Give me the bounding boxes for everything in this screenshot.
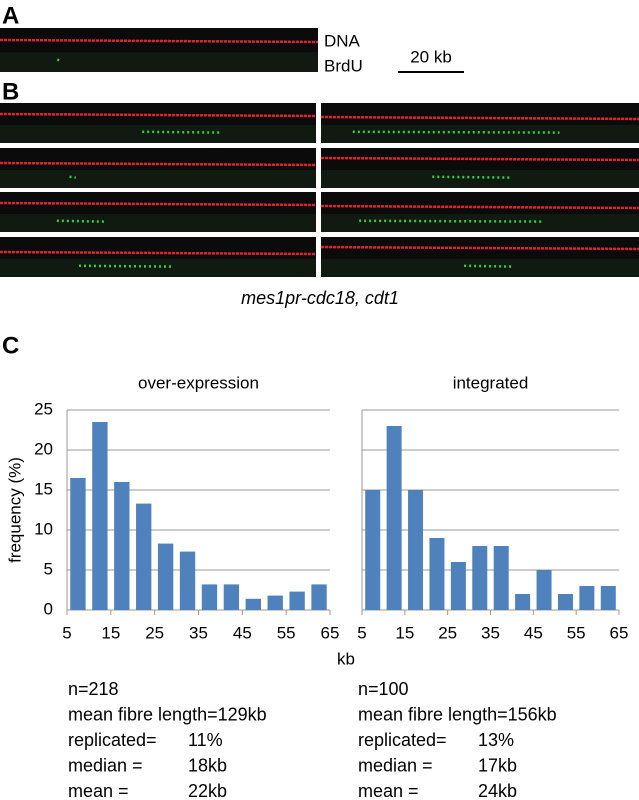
chart-title: integrated bbox=[453, 373, 529, 392]
dna-signal bbox=[0, 161, 317, 167]
brdu-signal bbox=[432, 175, 512, 179]
bar bbox=[408, 490, 424, 610]
stat-text: mean = bbox=[358, 781, 419, 800]
x-tick-label: 15 bbox=[101, 623, 120, 642]
stat-text: 11% bbox=[188, 730, 223, 750]
dna-signal bbox=[0, 250, 317, 256]
x-tick-label: 15 bbox=[395, 623, 414, 642]
bar bbox=[536, 570, 552, 610]
y-tick-label: 10 bbox=[34, 519, 53, 538]
bar bbox=[579, 586, 595, 610]
dna-signal bbox=[320, 204, 639, 210]
x-tick-label: 35 bbox=[481, 623, 500, 642]
dna-signal bbox=[0, 112, 317, 118]
panel-label: C bbox=[2, 332, 19, 359]
stat-text: 22kb bbox=[188, 781, 227, 800]
chart-title: over-expression bbox=[138, 373, 259, 392]
y-tick-label: 20 bbox=[34, 439, 53, 458]
panel-label: A bbox=[2, 2, 19, 29]
bar bbox=[92, 422, 108, 610]
fibre-image-band bbox=[321, 214, 639, 232]
stat-text: n=100 bbox=[358, 679, 409, 699]
stat-text: median = bbox=[68, 755, 143, 775]
dna-signal bbox=[0, 38, 319, 44]
bar bbox=[450, 562, 466, 610]
stat-text: 17kb bbox=[478, 755, 517, 775]
y-tick-label: 25 bbox=[34, 399, 53, 418]
x-tick-label: 55 bbox=[567, 623, 586, 642]
stat-text: median = bbox=[358, 755, 433, 775]
dna-signal bbox=[0, 201, 317, 207]
stat-text: replicated= bbox=[358, 730, 447, 750]
x-tick-label: 25 bbox=[438, 623, 457, 642]
bar bbox=[515, 594, 531, 610]
x-tick-label: 25 bbox=[145, 623, 164, 642]
brdu-signal bbox=[78, 264, 174, 268]
caption: mes1pr-cdc18, cdt1 bbox=[241, 288, 399, 308]
brdu-label: BrdU bbox=[324, 56, 363, 75]
panel-label: B bbox=[2, 78, 19, 105]
dna-signal bbox=[320, 115, 639, 121]
stat-text: mean fibre length=156kb bbox=[358, 704, 557, 724]
dna-signal bbox=[320, 245, 639, 251]
bar bbox=[429, 538, 445, 610]
fibre-image-band bbox=[0, 170, 316, 188]
stat-text: 18kb bbox=[188, 755, 227, 775]
bar bbox=[179, 551, 196, 610]
fibre-image-band bbox=[321, 170, 639, 188]
fibre-image-band bbox=[0, 52, 318, 72]
bar bbox=[289, 591, 305, 610]
bar bbox=[311, 584, 327, 610]
fibre-image-band bbox=[321, 259, 639, 277]
bar bbox=[245, 598, 261, 610]
x-axis-label: kb bbox=[337, 649, 355, 668]
stat-text: mean = bbox=[68, 781, 129, 800]
brdu-signal bbox=[142, 130, 222, 134]
brdu-signal bbox=[56, 58, 61, 62]
bar bbox=[114, 482, 130, 610]
y-axis-label: frequency (%) bbox=[5, 457, 24, 563]
bar bbox=[70, 478, 86, 610]
bar bbox=[386, 426, 402, 610]
fibre-image-band bbox=[321, 125, 639, 143]
bar bbox=[600, 586, 616, 610]
dna-label: DNA bbox=[324, 31, 361, 50]
x-tick-label: 5 bbox=[62, 623, 71, 642]
y-tick-label: 15 bbox=[34, 479, 53, 498]
brdu-signal bbox=[359, 219, 544, 223]
stat-text: n=218 bbox=[68, 679, 119, 699]
bar bbox=[223, 584, 240, 610]
bar bbox=[157, 543, 174, 610]
y-tick-label: 0 bbox=[44, 599, 53, 618]
stat-text: replicated= bbox=[68, 730, 157, 750]
bar bbox=[493, 546, 509, 610]
bar bbox=[267, 595, 283, 610]
x-tick-label: 65 bbox=[610, 623, 629, 642]
scale-label: 20 kb bbox=[410, 47, 452, 66]
stat-text: mean fibre length=129kb bbox=[68, 704, 267, 724]
bar bbox=[365, 490, 381, 610]
bar bbox=[201, 584, 218, 610]
stat-text: 13% bbox=[478, 730, 514, 750]
bar bbox=[557, 594, 573, 610]
brdu-signal bbox=[69, 175, 76, 179]
x-tick-label: 35 bbox=[189, 623, 208, 642]
x-tick-label: 45 bbox=[233, 623, 252, 642]
x-tick-label: 65 bbox=[321, 623, 340, 642]
dna-signal bbox=[320, 156, 639, 162]
y-tick-label: 5 bbox=[44, 559, 53, 578]
bar bbox=[472, 546, 488, 610]
x-tick-label: 55 bbox=[277, 623, 296, 642]
x-tick-label: 45 bbox=[524, 623, 543, 642]
stat-text: 24kb bbox=[478, 781, 517, 800]
bar bbox=[136, 503, 152, 610]
fibre-image-band bbox=[0, 125, 316, 143]
fibre-image-band bbox=[0, 259, 316, 277]
x-tick-label: 5 bbox=[357, 623, 366, 642]
fibre-image-band bbox=[0, 214, 316, 232]
